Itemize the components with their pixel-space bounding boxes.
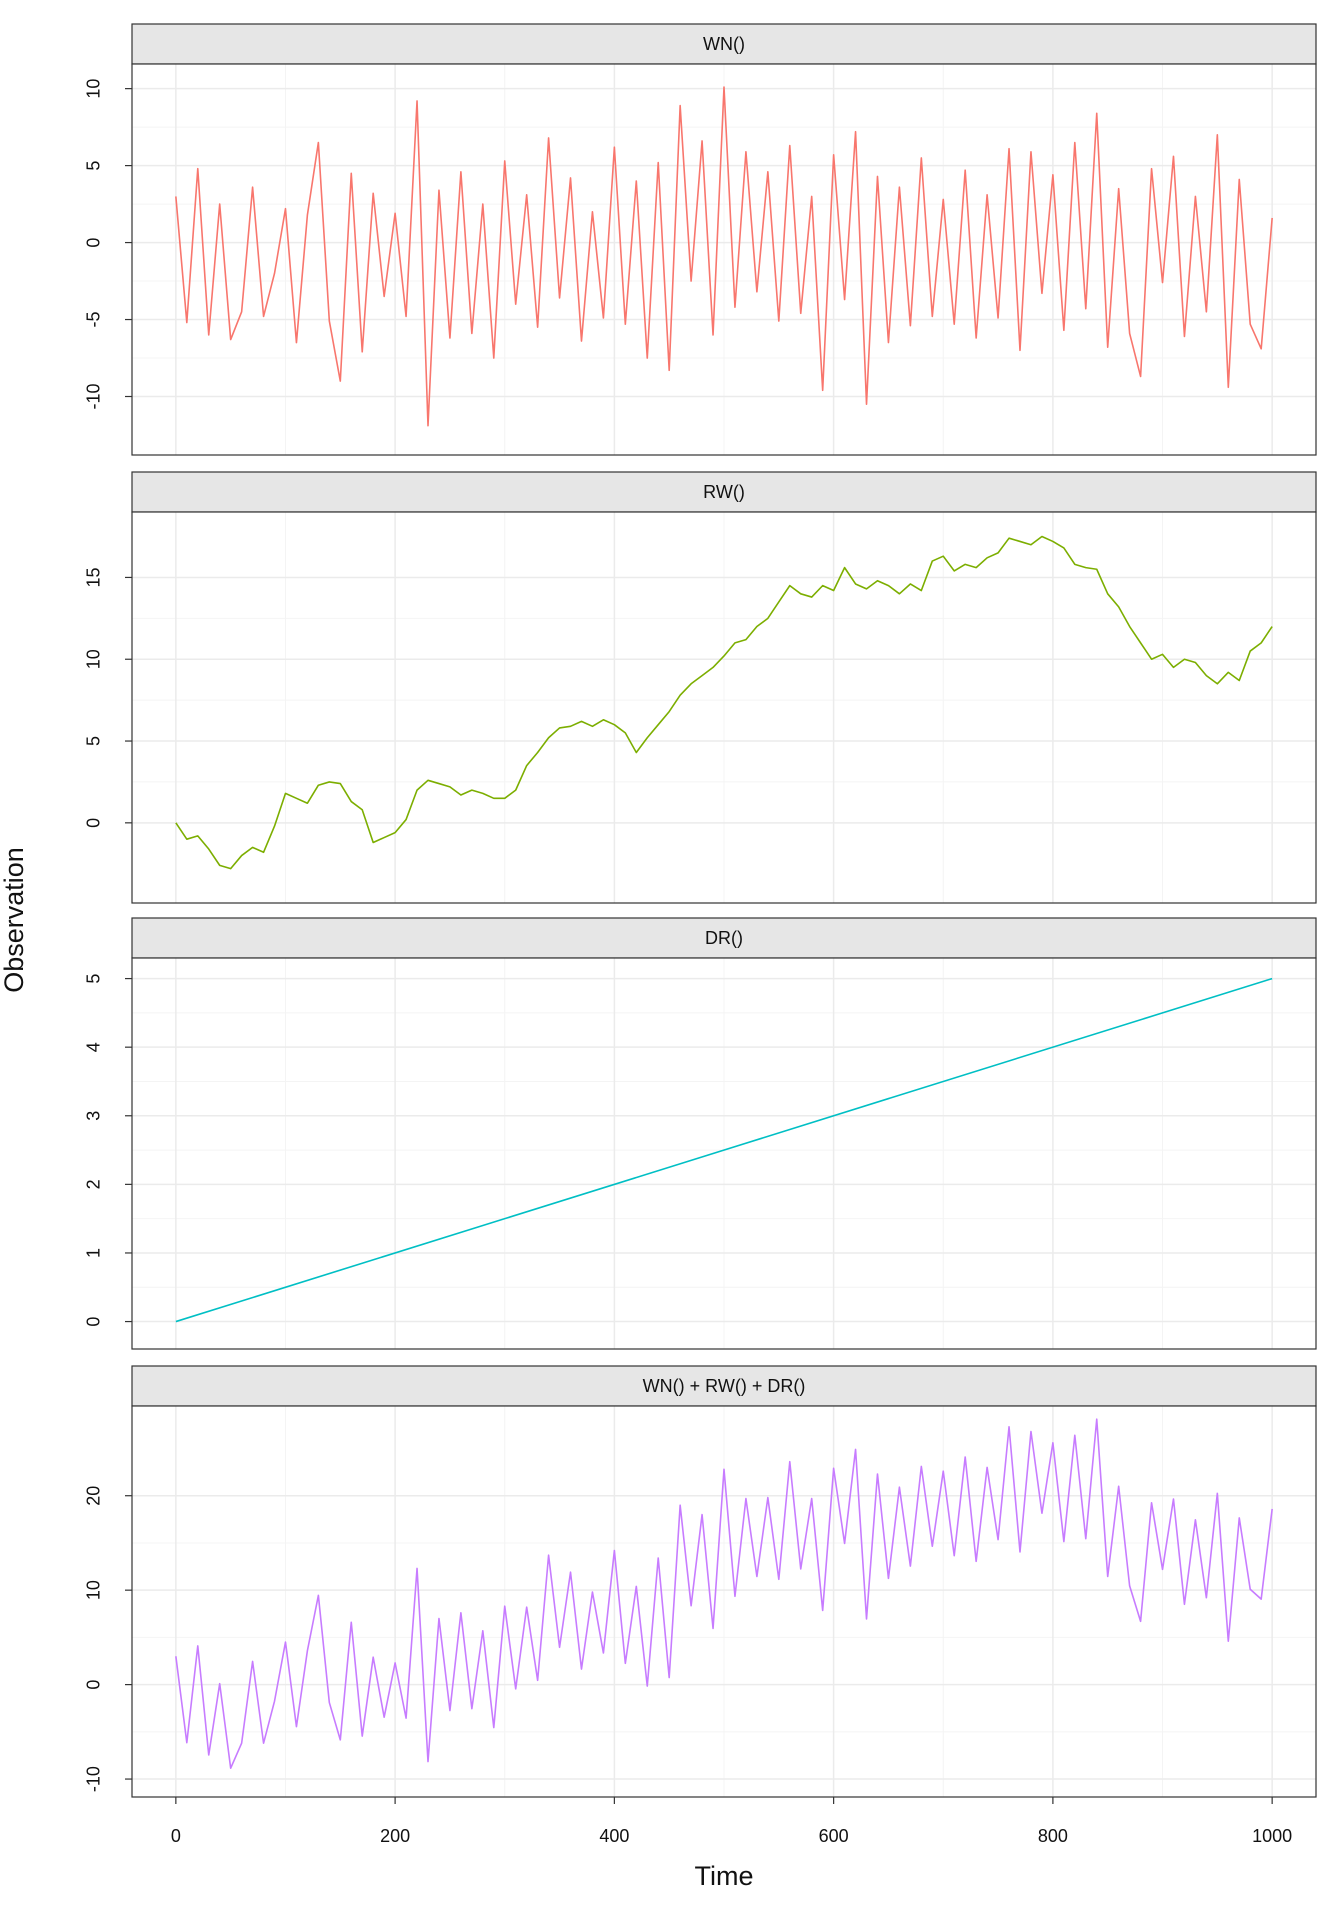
y-tick-label: 2 xyxy=(84,1179,104,1189)
y-tick-label: 10 xyxy=(84,79,104,99)
y-tick-label: -5 xyxy=(84,312,104,328)
y-tick-label: 5 xyxy=(84,736,104,746)
x-axis-title: Time xyxy=(695,1861,754,1891)
y-tick-label: 20 xyxy=(84,1486,104,1506)
y-tick-label: 0 xyxy=(84,1317,104,1327)
y-tick-label: 15 xyxy=(84,567,104,587)
x-tick-label: 0 xyxy=(171,1826,181,1846)
series-line xyxy=(175,977,1273,1323)
panel-title: WN() xyxy=(703,34,745,54)
panel-title: WN() + RW() + DR() xyxy=(643,1376,806,1396)
series-line xyxy=(175,535,1273,870)
y-tick-label: 4 xyxy=(84,1042,104,1052)
strip xyxy=(131,23,1317,65)
panel-border xyxy=(131,511,1317,904)
y-tick-label: 10 xyxy=(84,649,104,669)
x-tick-label: 800 xyxy=(1038,1826,1068,1846)
panel-border xyxy=(131,1405,1317,1798)
strip xyxy=(131,917,1317,959)
x-tick-label: 600 xyxy=(819,1826,849,1846)
y-tick-label: 5 xyxy=(84,974,104,984)
y-tick-label: 1 xyxy=(84,1248,104,1258)
y-tick-label: 0 xyxy=(84,818,104,828)
y-tick-label: 10 xyxy=(84,1580,104,1600)
panel-border xyxy=(131,957,1317,1350)
y-tick-label: 0 xyxy=(84,1680,104,1690)
strip xyxy=(131,1365,1317,1407)
series-line xyxy=(175,1418,1273,1769)
x-tick-label: 1000 xyxy=(1252,1826,1292,1846)
y-tick-label: 3 xyxy=(84,1111,104,1121)
panel-title: DR() xyxy=(705,928,743,948)
panel-title: RW() xyxy=(703,482,745,502)
x-tick-label: 200 xyxy=(380,1826,410,1846)
panel-border xyxy=(131,63,1317,456)
series-line xyxy=(175,86,1273,427)
y-tick-label: -10 xyxy=(84,1766,104,1792)
x-tick-label: 400 xyxy=(599,1826,629,1846)
y-axis-title: Observation xyxy=(0,847,29,993)
y-tick-label: 0 xyxy=(84,238,104,248)
y-tick-label: -10 xyxy=(84,383,104,409)
y-tick-label: 5 xyxy=(84,161,104,171)
